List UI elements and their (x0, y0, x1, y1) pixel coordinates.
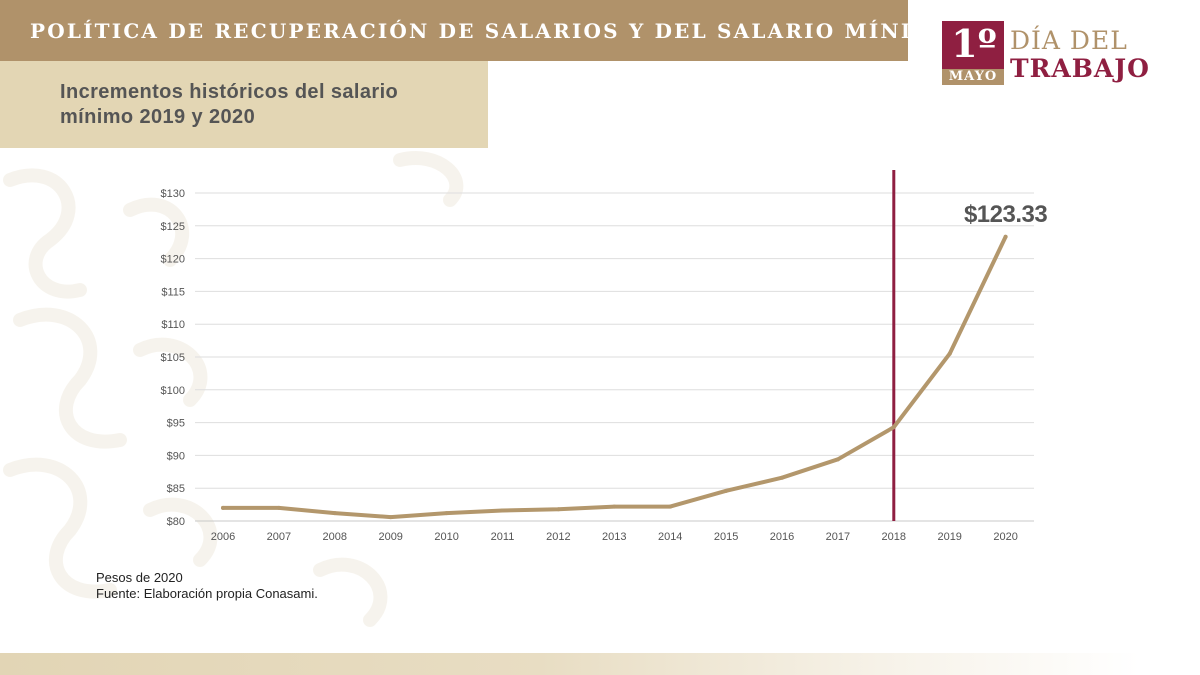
x-tick-label: 2013 (602, 531, 626, 543)
value-annotation: $123.33 (964, 201, 1047, 228)
source-note: Fuente: Elaboración propia Conasami. (96, 586, 318, 601)
x-tick-label: 2015 (714, 531, 738, 543)
data-point-2015 (724, 488, 729, 493)
data-point-2007 (276, 505, 281, 510)
subtitle-line-1: Incrementos históricos del salario (60, 81, 399, 103)
data-point-2014 (668, 504, 673, 509)
x-tick-label: 2018 (882, 531, 906, 543)
data-point-2013 (612, 504, 617, 509)
header-bar: POLÍTICA DE RECUPERACIÓN DE SALARIOS Y D… (0, 0, 954, 61)
x-tick-label: 2014 (658, 531, 682, 543)
logo-line-1: DÍA DEL (1010, 26, 1128, 55)
y-tick-label: $130 (161, 188, 185, 200)
data-point-2009 (388, 515, 393, 520)
logo-month: MAYO (942, 69, 1004, 85)
x-tick-label: 2011 (491, 531, 515, 543)
series-line-0 (221, 234, 1008, 520)
x-tick-label: 2008 (323, 531, 347, 543)
y-tick-label: $90 (167, 450, 185, 462)
data-point-2016 (780, 475, 784, 480)
y-tick-label: $80 (167, 516, 185, 528)
logo-line-2: TRABAJO (1010, 54, 1150, 83)
subtitle-box (0, 61, 488, 148)
y-tick-label: $100 (161, 385, 185, 397)
units-note: Pesos de 2020 (96, 570, 183, 585)
y-tick-label: $95 (167, 418, 185, 430)
bottom-strip (0, 653, 1200, 675)
chart-notes: Pesos de 2020 Fuente: Elaboración propia… (96, 570, 318, 602)
y-tick-label: $105 (161, 352, 185, 364)
data-point-2020 (1003, 234, 1008, 239)
subtitle-line-2: mínimo 2019 y 2020 (60, 106, 256, 128)
y-tick-label: $85 (167, 483, 185, 495)
x-tick-label: 2012 (546, 531, 570, 543)
data-point-2010 (444, 511, 449, 516)
x-tick-label: 2009 (378, 531, 402, 543)
data-point-2006 (221, 505, 225, 510)
x-tick-label: 2007 (267, 531, 291, 543)
data-point-2019 (947, 351, 952, 356)
data-point-2017 (835, 457, 840, 462)
x-tick-label: 2006 (211, 531, 235, 543)
logo-number: 1º (951, 21, 997, 66)
data-point-2018 (891, 425, 896, 430)
x-tick-label: 2017 (826, 531, 850, 543)
data-point-2012 (556, 507, 561, 512)
x-tick-label: 2016 (770, 531, 794, 543)
header-title: POLÍTICA DE RECUPERACIÓN DE SALARIOS Y D… (30, 18, 957, 43)
y-tick-label: $115 (161, 286, 185, 298)
data-point-2011 (500, 508, 505, 513)
data-point-2008 (332, 511, 337, 516)
x-tick-label: 2019 (937, 531, 961, 543)
chart-subtitle: Incrementos históricos del salario mínim… (60, 80, 480, 130)
x-tick-label: 2010 (434, 531, 458, 543)
y-tick-label: $120 (161, 254, 185, 266)
y-tick-label: $125 (161, 221, 185, 233)
y-tick-label: $110 (161, 319, 185, 331)
x-tick-label: 2020 (993, 531, 1017, 543)
